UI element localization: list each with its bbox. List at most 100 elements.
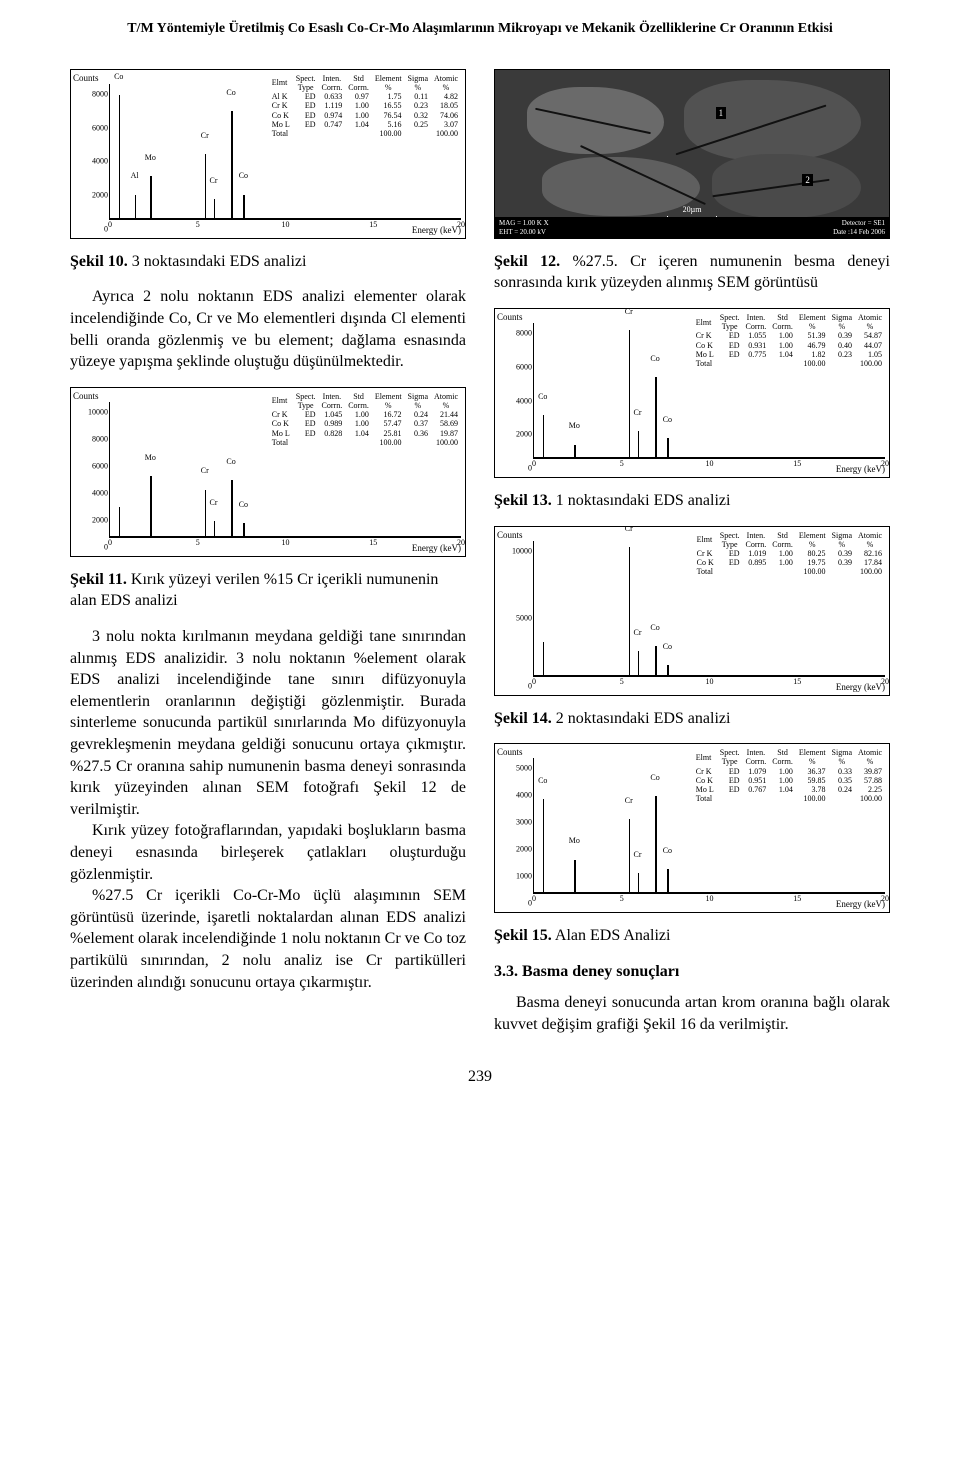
sem-image: 1 2 20µm MAG = 1.00 K X EHT = 20.00 kV D…	[494, 69, 890, 239]
table-cell	[829, 567, 855, 576]
chart-ytick: 4000	[516, 396, 532, 407]
table-cell	[769, 359, 796, 368]
table-cell: 19.75	[796, 558, 829, 567]
table-header-cell: Element%	[796, 748, 829, 766]
chart-peak	[667, 665, 669, 676]
table-cell: 0.895	[743, 558, 770, 567]
table-cell: 100.00	[431, 129, 461, 138]
chart-ytick: 2000	[92, 515, 108, 526]
table-row: Co KED0.8951.0019.750.3917.84	[694, 558, 885, 567]
table-header-cell: Spect.Type	[293, 392, 319, 410]
chart-peak	[119, 95, 121, 219]
table-cell: 1.82	[796, 350, 829, 359]
chart-x-axis-label: Energy (keV)	[412, 542, 461, 554]
figure-sekil15: CountsEnergy (keV)0100020003000400050000…	[494, 743, 890, 913]
caption-label: Şekil 14.	[494, 710, 552, 727]
chart-peak	[205, 154, 207, 219]
caption-sekil14: Şekil 14. 2 noktasındaki EDS analizi	[494, 708, 890, 730]
table-cell: 74.06	[431, 111, 461, 120]
table-cell: 0.974	[319, 111, 346, 120]
table-cell: 1.04	[345, 429, 372, 438]
table-cell: ED	[717, 549, 743, 558]
table-cell: ED	[293, 111, 319, 120]
chart-peak-label: Cr	[201, 467, 209, 478]
table-cell: Co K	[694, 558, 717, 567]
table-row: Co KED0.9741.0076.540.3274.06	[269, 111, 461, 120]
paragraph: %27.5 Cr içerikli Co-Cr-Mo üçlü alaşımın…	[70, 885, 466, 993]
table-cell: 1.00	[769, 341, 796, 350]
table-cell: 80.25	[796, 549, 829, 558]
table-cell: Total	[269, 129, 293, 138]
chart-peak	[150, 176, 152, 219]
section-heading-3-3: 3.3. Basma deney sonuçları	[494, 961, 890, 983]
chart-xtick: 20	[457, 538, 465, 549]
caption-sekil15: Şekil 15. Alan EDS Analizi	[494, 925, 890, 947]
table-cell: 76.54	[372, 111, 405, 120]
eds-chart-sekil13: CountsEnergy (keV)0200040006000800005101…	[494, 308, 890, 478]
table-row: Total100.00100.00	[693, 794, 885, 803]
table-cell: 100.00	[796, 359, 829, 368]
chart-xtick: 0	[108, 538, 112, 549]
table-header-cell: Spect.Type	[293, 74, 319, 92]
eds-data-table: ElmtSpect.TypeInten.Corrn.StdCorrn.Eleme…	[269, 392, 461, 447]
caption-label: Şekil 11.	[70, 571, 127, 588]
chart-xtick: 15	[793, 894, 801, 905]
table-row: Mo LED0.7471.045.160.253.07	[269, 120, 461, 129]
table-cell: 0.97	[345, 92, 372, 101]
table-cell: 21.44	[431, 410, 461, 419]
table-header-cell: Element%	[796, 531, 829, 549]
table-cell: 0.931	[743, 341, 770, 350]
sem-point-marker-1: 1	[716, 107, 727, 119]
table-cell: 1.00	[769, 549, 796, 558]
caption-label: Şekil 13.	[494, 492, 552, 509]
table-cell	[769, 567, 796, 576]
table-cell: 57.88	[855, 776, 885, 785]
chart-xtick: 10	[706, 677, 714, 688]
table-cell: 51.39	[796, 331, 829, 340]
table-cell: 58.69	[431, 419, 461, 428]
chart-peak-label: Co	[538, 776, 547, 787]
table-cell: 0.828	[319, 429, 346, 438]
chart-xtick: 5	[620, 677, 624, 688]
chart-peak-label: Co	[663, 415, 672, 426]
table-header-cell: Spect.Type	[717, 748, 743, 766]
chart-ytick: 5000	[516, 764, 532, 775]
chart-y-axis-label: Counts	[497, 529, 523, 541]
chart-ytick: 2000	[516, 430, 532, 441]
table-cell: 0.767	[743, 785, 770, 794]
table-cell	[829, 359, 855, 368]
chart-peak	[667, 438, 669, 458]
eds-chart-sekil10: CountsEnergy (keV)0200040006000800005101…	[70, 69, 466, 239]
table-cell: Co K	[693, 776, 717, 785]
chart-ytick: 3000	[516, 818, 532, 829]
table-cell: Cr K	[693, 767, 717, 776]
table-header-cell: Sigma%	[405, 74, 431, 92]
table-cell	[717, 794, 743, 803]
table-header-cell: Spect.Type	[717, 313, 743, 331]
table-cell: ED	[717, 331, 743, 340]
table-header-cell: Inten.Corrn.	[743, 748, 770, 766]
table-cell	[717, 567, 743, 576]
table-cell: ED	[717, 785, 743, 794]
table-cell: 1.00	[345, 111, 372, 120]
table-row: Total100.00100.00	[269, 438, 461, 447]
table-row: Al KED0.6330.971.750.114.82	[269, 92, 461, 101]
paragraph: 3 nolu nokta kırılmanın meydana geldiği …	[70, 626, 466, 820]
sem-detector: Detector = SE1	[833, 219, 885, 227]
chart-xtick: 0	[532, 677, 536, 688]
chart-peak	[231, 111, 233, 219]
table-cell: ED	[717, 350, 743, 359]
figure-sem-sekil12: 1 2 20µm MAG = 1.00 K X EHT = 20.00 kV D…	[494, 69, 890, 239]
table-cell: Total	[693, 794, 717, 803]
table-header-cell: Element%	[372, 392, 405, 410]
table-cell: 100.00	[372, 438, 405, 447]
chart-xtick: 0	[532, 459, 536, 470]
chart-xtick: 15	[793, 677, 801, 688]
chart-peak	[638, 873, 640, 893]
chart-ytick: 10000	[88, 407, 108, 418]
chart-peak-label: Co	[239, 500, 248, 511]
table-cell: 1.045	[319, 410, 346, 419]
chart-ytick: 4000	[92, 157, 108, 168]
table-cell	[319, 129, 346, 138]
figure-sekil14: CountsEnergy (keV)050001000005101520CrCr…	[494, 526, 890, 696]
